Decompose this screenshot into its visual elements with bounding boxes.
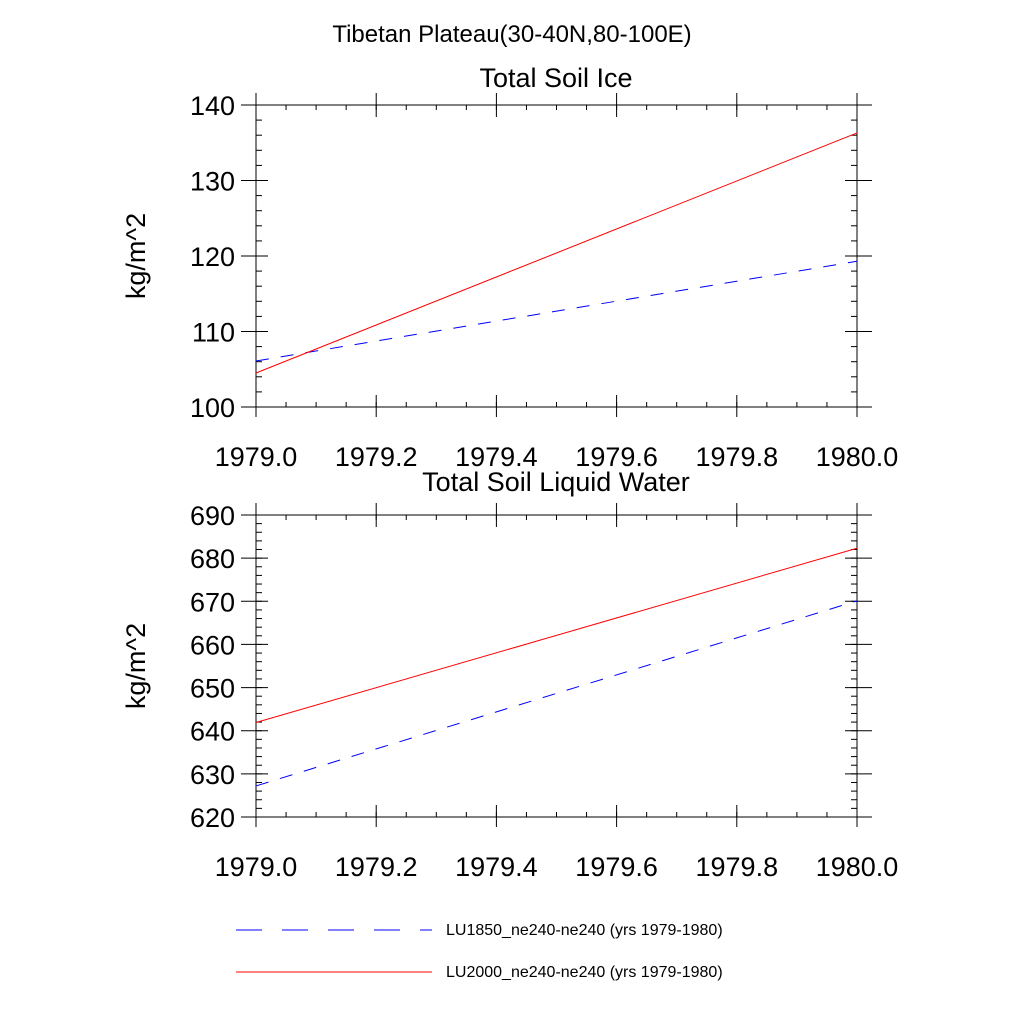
y-tick-label: 650 bbox=[190, 674, 235, 704]
y-tick-label: 140 bbox=[190, 91, 235, 121]
x-tick-label: 1979.0 bbox=[215, 442, 298, 472]
y-tick-label: 620 bbox=[190, 803, 235, 833]
legend-label-lu1850: LU1850_ne240-ne240 (yrs 1979-1980) bbox=[446, 922, 723, 939]
panel-title: Total Soil Liquid Water bbox=[422, 467, 690, 497]
legend: LU1850_ne240-ne240 (yrs 1979-1980) LU200… bbox=[236, 922, 723, 981]
y-tick-label: 670 bbox=[190, 587, 235, 617]
series-line-lu2000 bbox=[255, 547, 858, 724]
y-tick-label: 680 bbox=[190, 544, 235, 574]
y-tick-label: 110 bbox=[192, 318, 235, 348]
panel-total-soil-liquid-water: Total Soil Liquid Water kg/m^2 1979.0 197… bbox=[121, 467, 898, 882]
x-tick-label: 1979.4 bbox=[455, 852, 538, 882]
x-tick-label: 1979.6 bbox=[575, 442, 658, 472]
x-tick-label: 1980.0 bbox=[816, 442, 899, 472]
y-axis-label: kg/m^2 bbox=[121, 623, 151, 709]
x-tick-label: 1979.8 bbox=[696, 852, 779, 882]
x-tick-label: 1979.0 bbox=[215, 852, 298, 882]
y-tick-label: 100 bbox=[190, 393, 235, 423]
x-tick-label: 1979.2 bbox=[335, 852, 418, 882]
plot-area: 1979.0 1979.2 1979.4 1979.6 1979.8 1980.0 100 1… bbox=[190, 91, 898, 472]
y-axis-label: kg/m^2 bbox=[121, 213, 151, 299]
y-tick-label: 130 bbox=[190, 167, 235, 197]
x-tick-label: 1979.2 bbox=[335, 442, 418, 472]
x-tick-label: 1979.4 bbox=[455, 442, 538, 472]
series-line-lu1850 bbox=[255, 260, 858, 362]
x-tick-label: 1979.8 bbox=[696, 442, 779, 472]
x-tick-label: 1979.6 bbox=[575, 852, 658, 882]
y-tick-label: 630 bbox=[190, 760, 235, 790]
legend-label-lu2000: LU2000_ne240-ne240 (yrs 1979-1980) bbox=[446, 964, 723, 981]
y-tick-label: 690 bbox=[190, 501, 235, 531]
panel-total-soil-ice: Total Soil Ice kg/m^2 1979.0 1979.2 1979.4… bbox=[121, 63, 898, 472]
figure-title: Tibetan Plateau(30-40N,80-100E) bbox=[332, 21, 691, 48]
y-tick-label: 120 bbox=[190, 242, 235, 272]
y-tick-label: 660 bbox=[190, 630, 235, 660]
plot-area: 1979.0 1979.2 1979.4 1979.6 1979.8 1980.0 620 6… bbox=[190, 501, 898, 882]
y-tick-label: 640 bbox=[190, 717, 235, 747]
series-line-lu1850 bbox=[255, 600, 858, 787]
series-line-lu2000 bbox=[255, 132, 858, 374]
x-tick-label: 1980.0 bbox=[816, 852, 899, 882]
panel-title: Total Soil Ice bbox=[479, 63, 632, 93]
